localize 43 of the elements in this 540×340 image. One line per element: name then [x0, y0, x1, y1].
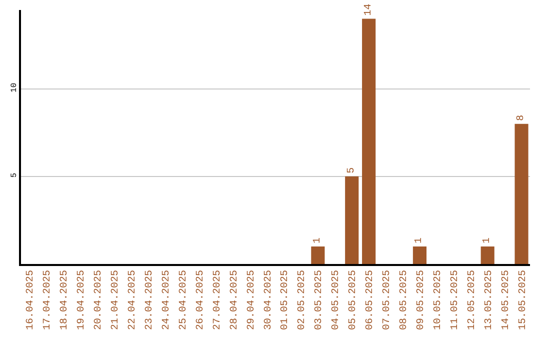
- x-tick-label: 05.05.2025: [348, 270, 360, 330]
- x-tick-label: 07.05.2025: [382, 270, 394, 330]
- bar: [514, 124, 528, 264]
- x-tick-label: 13.05.2025: [484, 270, 495, 330]
- x-tick-label: 24.04.2025: [161, 270, 172, 330]
- x-tick-label: 11.05.2025: [450, 270, 461, 330]
- x-tick-label: 01.05.2025: [280, 270, 292, 330]
- x-tick-label: 25.04.2025: [178, 270, 190, 330]
- bar: [345, 176, 359, 264]
- bar: [362, 18, 376, 264]
- x-tick-label: 27.04.2025: [212, 270, 224, 330]
- x-tick-label: 12.05.2025: [466, 270, 478, 330]
- x-tick-label: 22.04.2025: [128, 270, 139, 330]
- x-tick-label: 30.04.2025: [263, 270, 274, 330]
- bar: [311, 246, 325, 264]
- data-label: 14: [363, 4, 374, 16]
- x-tick-label: 15.05.2025: [518, 270, 529, 330]
- data-label: 1: [312, 237, 324, 244]
- x-tick-label: 18.04.2025: [60, 270, 71, 330]
- data-label: 8: [516, 114, 528, 121]
- x-tick-label: 02.05.2025: [297, 270, 308, 330]
- bar: [480, 246, 494, 264]
- x-tick-label: 03.05.2025: [314, 270, 326, 330]
- x-tick-label: 23.04.2025: [144, 270, 156, 330]
- x-tick-label: 10.05.2025: [432, 270, 444, 330]
- x-tick-label: 14.05.2025: [500, 270, 512, 330]
- x-tick-label: 28.04.2025: [229, 270, 240, 330]
- x-tick-label: 20.04.2025: [94, 270, 105, 330]
- data-label: 5: [346, 167, 358, 174]
- x-tick-label: 29.04.2025: [246, 270, 258, 330]
- x-tick-label: 21.04.2025: [110, 270, 122, 330]
- data-label: 1: [414, 237, 426, 244]
- bar: [412, 246, 426, 264]
- data-label: 1: [482, 237, 494, 244]
- x-tick-label: 09.05.2025: [416, 270, 427, 330]
- x-tick-label: 16.04.2025: [26, 270, 37, 330]
- x-tick-label: 19.04.2025: [76, 270, 88, 330]
- x-tick-label: 26.04.2025: [195, 270, 206, 330]
- x-tick-label: 06.05.2025: [365, 270, 376, 330]
- x-tick-label: 04.05.2025: [331, 270, 342, 330]
- x-tick-label: 08.05.2025: [399, 270, 410, 330]
- y-tick-label: 10: [10, 82, 19, 92]
- x-tick-label: 17.04.2025: [42, 270, 54, 330]
